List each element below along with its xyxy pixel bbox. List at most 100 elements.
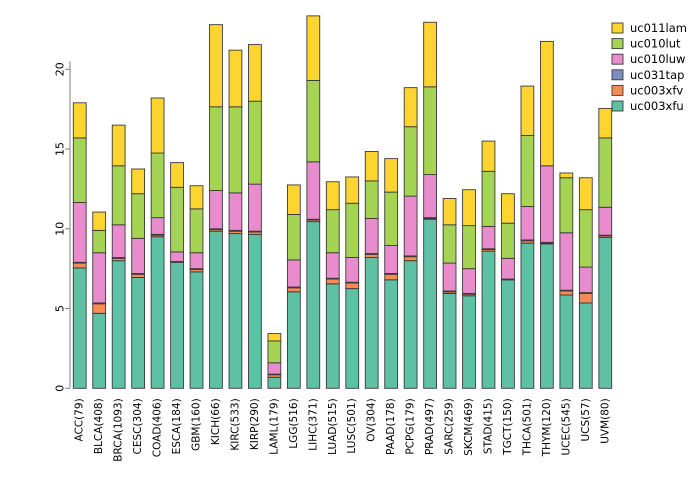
bar-segment-uc003xfu[interactable]: [150, 236, 165, 389]
bar-segment-uc010luw[interactable]: [286, 259, 301, 288]
legend-swatch-uc010lut[interactable]: [611, 38, 624, 50]
bar-segment-uc011lam[interactable]: [598, 107, 613, 139]
bar-segment-uc011lam[interactable]: [267, 333, 282, 342]
bar-segment-uc003xfu[interactable]: [578, 302, 593, 389]
bar-segment-uc011lam[interactable]: [72, 102, 87, 139]
bar-segment-uc010luw[interactable]: [559, 232, 574, 291]
bar-segment-uc010lut[interactable]: [481, 170, 496, 227]
bar-segment-uc011lam[interactable]: [442, 198, 457, 226]
bar-segment-uc003xfu[interactable]: [72, 267, 87, 389]
bar-segment-uc003xfu[interactable]: [189, 271, 204, 389]
bar-segment-uc010luw[interactable]: [189, 252, 204, 270]
bar-segment-uc010lut[interactable]: [423, 86, 437, 176]
bar-segment-uc003xfv[interactable]: [384, 273, 399, 281]
bar-segment-uc010luw[interactable]: [364, 217, 379, 254]
bar-segment-uc003xfu[interactable]: [520, 242, 535, 389]
bar-segment-uc010lut[interactable]: [209, 106, 223, 191]
bar-segment-uc003xfu[interactable]: [540, 243, 554, 389]
bar-segment-uc011lam[interactable]: [228, 49, 243, 108]
bar-segment-uc010luw[interactable]: [501, 257, 515, 280]
bar-segment-uc003xfu[interactable]: [92, 312, 107, 389]
bar-segment-uc011lam[interactable]: [520, 85, 535, 136]
bar-segment-uc011lam[interactable]: [306, 15, 321, 81]
bar-segment-uc003xfu[interactable]: [462, 295, 476, 389]
bar-segment-uc011lam[interactable]: [286, 184, 301, 215]
bar-segment-uc003xfv[interactable]: [92, 303, 107, 314]
bar-segment-uc010luw[interactable]: [92, 252, 107, 304]
bar-segment-uc010lut[interactable]: [598, 137, 613, 208]
bar-segment-uc010luw[interactable]: [267, 362, 282, 375]
bar-segment-uc011lam[interactable]: [462, 189, 476, 227]
bar-segment-uc011lam[interactable]: [578, 177, 593, 211]
bar-segment-uc011lam[interactable]: [111, 124, 126, 167]
bar-segment-uc011lam[interactable]: [189, 185, 204, 210]
bar-segment-uc010luw[interactable]: [540, 165, 554, 243]
bar-segment-uc010lut[interactable]: [131, 193, 145, 239]
bar-segment-uc003xfu[interactable]: [286, 291, 301, 389]
bar-segment-uc003xfu[interactable]: [481, 250, 496, 389]
bar-segment-uc003xfu[interactable]: [403, 260, 418, 389]
bar-segment-uc010lut[interactable]: [248, 100, 262, 185]
legend-swatch-uc010luw[interactable]: [611, 53, 624, 65]
legend-swatch-uc031tap[interactable]: [611, 69, 624, 81]
bar-segment-uc010lut[interactable]: [462, 225, 476, 270]
bar-segment-uc011lam[interactable]: [150, 97, 165, 154]
bar-segment-uc010luw[interactable]: [481, 225, 496, 250]
bar-segment-uc010luw[interactable]: [345, 257, 360, 283]
bar-segment-uc010lut[interactable]: [286, 213, 301, 261]
bar-segment-uc003xfu[interactable]: [306, 221, 321, 389]
bar-segment-uc003xfv[interactable]: [72, 262, 87, 269]
bar-segment-uc010luw[interactable]: [228, 192, 243, 231]
bar-segment-uc003xfu[interactable]: [501, 279, 515, 389]
bar-segment-uc011lam[interactable]: [501, 193, 515, 224]
bar-segment-uc003xfu[interactable]: [384, 279, 399, 389]
bar-segment-uc010luw[interactable]: [578, 266, 593, 294]
bar-segment-uc010luw[interactable]: [520, 206, 535, 241]
bar-segment-uc010luw[interactable]: [306, 161, 321, 220]
bar-segment-uc010luw[interactable]: [150, 217, 165, 235]
bar-segment-uc003xfu[interactable]: [364, 257, 379, 389]
bar-segment-uc003xfu[interactable]: [442, 292, 457, 389]
bar-segment-uc010lut[interactable]: [559, 177, 574, 234]
bar-segment-uc010lut[interactable]: [72, 137, 87, 203]
bar-segment-uc003xfu[interactable]: [267, 376, 282, 389]
legend-swatch-uc003xfu[interactable]: [611, 100, 624, 112]
legend-swatch-uc003xfv[interactable]: [611, 84, 624, 96]
bar-segment-uc003xfu[interactable]: [423, 218, 437, 389]
bar-segment-uc003xfu[interactable]: [248, 233, 262, 389]
bar-segment-uc010luw[interactable]: [598, 206, 613, 236]
bar-segment-uc003xfu[interactable]: [111, 260, 126, 389]
bar-segment-uc011lam[interactable]: [403, 87, 418, 128]
bar-segment-uc010lut[interactable]: [189, 208, 204, 254]
bar-segment-uc010lut[interactable]: [267, 340, 282, 364]
bar-segment-uc011lam[interactable]: [325, 181, 340, 211]
bar-segment-uc011lam[interactable]: [559, 172, 574, 179]
bar-segment-uc003xfv[interactable]: [559, 290, 574, 296]
bar-segment-uc003xfv[interactable]: [345, 282, 360, 290]
bar-segment-uc003xfu[interactable]: [131, 277, 145, 389]
bar-segment-uc010luw[interactable]: [111, 224, 126, 258]
bar-segment-uc003xfv[interactable]: [403, 256, 418, 262]
bar-segment-uc010lut[interactable]: [150, 152, 165, 219]
bar-segment-uc003xfu[interactable]: [170, 261, 184, 389]
bar-segment-uc003xfu[interactable]: [559, 294, 574, 389]
bar-segment-uc011lam[interactable]: [364, 150, 379, 182]
bar-segment-uc011lam[interactable]: [345, 176, 360, 204]
bar-segment-uc010luw[interactable]: [131, 237, 145, 274]
bar-segment-uc003xfu[interactable]: [598, 237, 613, 389]
bar-segment-uc011lam[interactable]: [248, 44, 262, 102]
bar-segment-uc003xfv[interactable]: [578, 292, 593, 304]
bar-segment-uc010luw[interactable]: [384, 245, 399, 274]
bar-segment-uc011lam[interactable]: [481, 140, 496, 172]
bar-segment-uc010luw[interactable]: [72, 202, 87, 263]
bar-segment-uc003xfv[interactable]: [286, 287, 301, 293]
bar-segment-uc010luw[interactable]: [442, 262, 457, 292]
bar-segment-uc010luw[interactable]: [325, 252, 340, 279]
bar-segment-uc010lut[interactable]: [442, 224, 457, 264]
bar-segment-uc011lam[interactable]: [92, 211, 107, 231]
bar-segment-uc011lam[interactable]: [384, 158, 399, 193]
bar-segment-uc010lut[interactable]: [384, 191, 399, 246]
bar-segment-uc010lut[interactable]: [228, 106, 243, 194]
bar-segment-uc010luw[interactable]: [170, 251, 184, 262]
bar-segment-uc010lut[interactable]: [501, 222, 515, 259]
